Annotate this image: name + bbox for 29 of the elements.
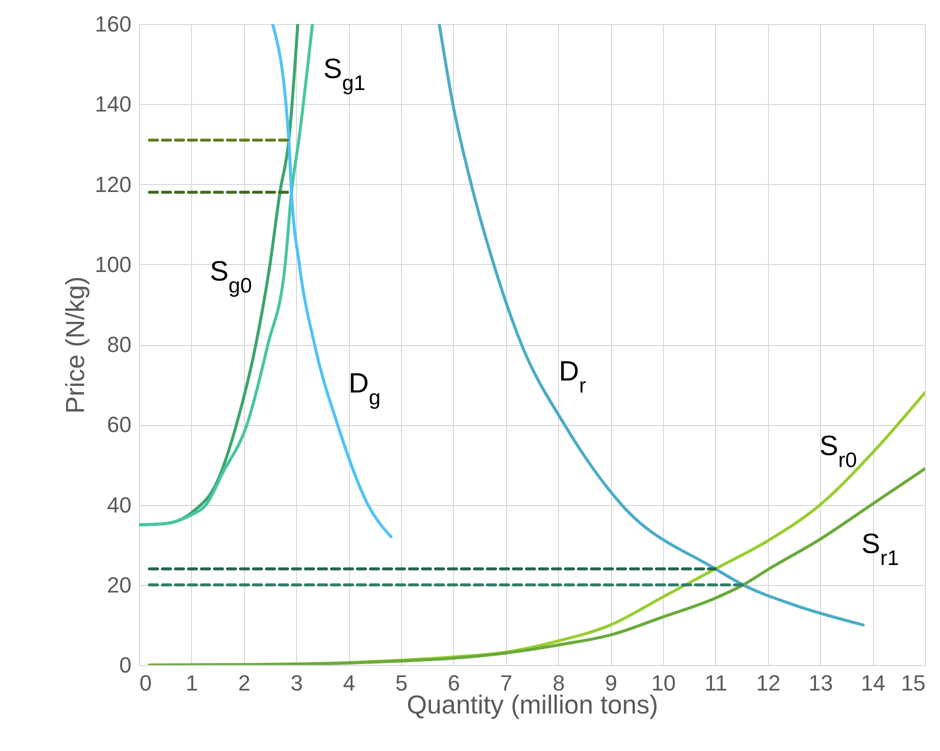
y-tick-label: 40	[107, 492, 132, 518]
x-tick-label: 1	[186, 670, 198, 696]
x-tick-label: 15	[901, 670, 926, 696]
x-tick-label: 13	[808, 670, 833, 696]
series-label: S$_{r1}$	[862, 528, 899, 570]
x-tick-label: 11	[704, 670, 728, 696]
series-label: S$_{g0}$	[210, 256, 252, 297]
series-label: S$_{g1}$	[323, 53, 366, 94]
x-tick-label: 4	[342, 670, 356, 696]
series-label: S$_{r0}$	[820, 430, 857, 472]
x-tick-label: 5	[395, 670, 408, 696]
x-tick-label: 14	[860, 670, 886, 696]
y-tick-label: 80	[107, 332, 132, 357]
y-tick-label: 160	[94, 12, 132, 36]
series-label: D$_{g}$	[348, 368, 381, 410]
y-tick-label: 20	[107, 572, 132, 598]
line-series	[271, 24, 393, 538]
y-tick-label: 60	[107, 412, 132, 438]
y-tick-label: 120	[94, 172, 132, 197]
x-tick-label: 2	[238, 670, 250, 696]
y-axis-title: Price (N/kg)	[60, 276, 90, 414]
x-tick-label: 3	[290, 670, 303, 696]
series-label: D$_{r}$	[558, 356, 586, 398]
y-tick-label: 140	[94, 92, 132, 117]
x-tick-label: 12	[756, 670, 781, 696]
x-tick-label: 0	[140, 670, 152, 696]
y-tick-label: 100	[94, 252, 132, 277]
y-tick-label: 0	[119, 652, 132, 678]
line-series	[148, 467, 925, 665]
